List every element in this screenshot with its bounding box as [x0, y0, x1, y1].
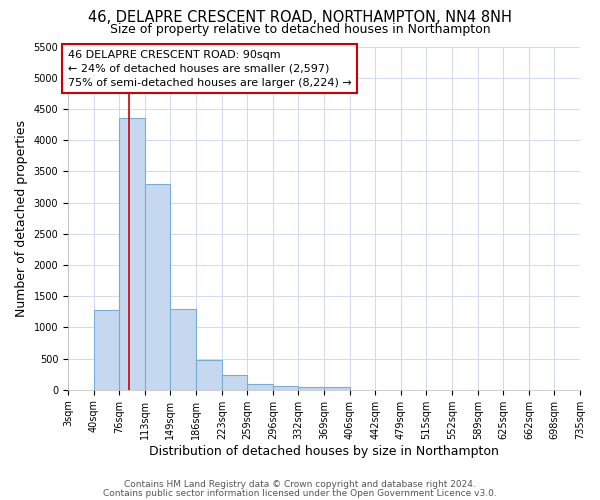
Bar [247, 384, 273, 390]
Bar [145, 184, 170, 390]
Bar [222, 375, 247, 390]
Y-axis label: Number of detached properties: Number of detached properties [15, 120, 28, 316]
Bar [170, 309, 196, 390]
Bar [298, 387, 324, 390]
Text: Contains HM Land Registry data © Crown copyright and database right 2024.: Contains HM Land Registry data © Crown c… [124, 480, 476, 489]
Bar [119, 118, 145, 390]
Bar [94, 310, 119, 390]
Bar [273, 386, 298, 390]
Text: 46 DELAPRE CRESCENT ROAD: 90sqm
← 24% of detached houses are smaller (2,597)
75%: 46 DELAPRE CRESCENT ROAD: 90sqm ← 24% of… [68, 50, 352, 88]
Text: Size of property relative to detached houses in Northampton: Size of property relative to detached ho… [110, 22, 490, 36]
X-axis label: Distribution of detached houses by size in Northampton: Distribution of detached houses by size … [149, 444, 499, 458]
Bar [196, 360, 222, 390]
Text: Contains public sector information licensed under the Open Government Licence v3: Contains public sector information licen… [103, 488, 497, 498]
Text: 46, DELAPRE CRESCENT ROAD, NORTHAMPTON, NN4 8NH: 46, DELAPRE CRESCENT ROAD, NORTHAMPTON, … [88, 10, 512, 25]
Bar [324, 387, 350, 390]
